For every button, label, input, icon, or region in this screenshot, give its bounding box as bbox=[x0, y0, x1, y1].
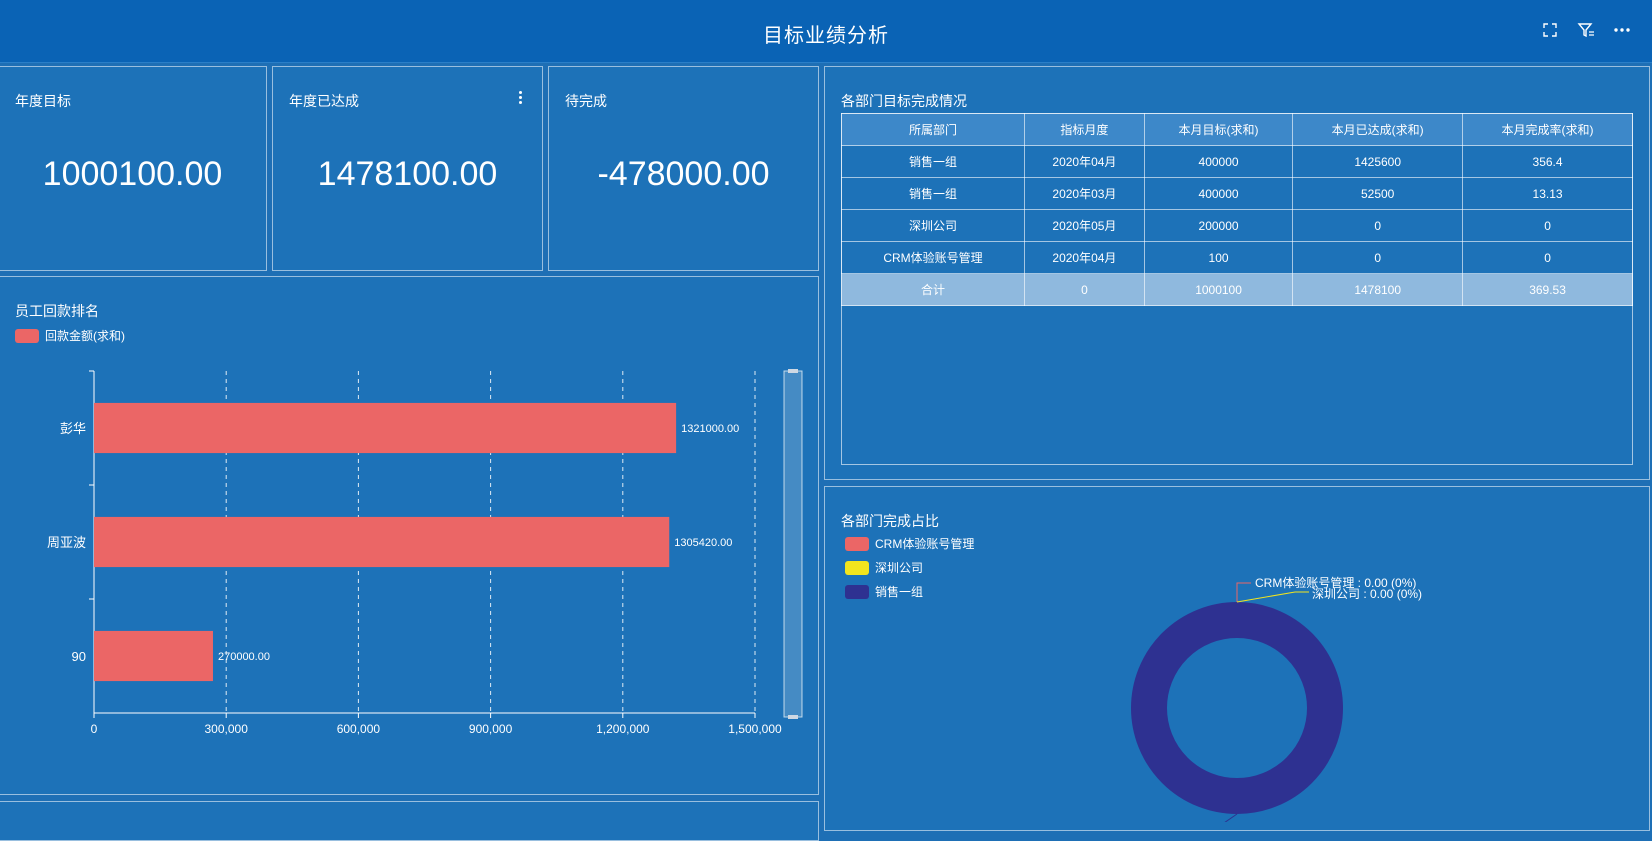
table-cell: 400000 bbox=[1143, 145, 1294, 178]
legend-item-sales[interactable]: 销售一组 bbox=[845, 583, 923, 600]
column-header[interactable]: 本月目标(求和) bbox=[1143, 113, 1294, 146]
x-tick-label: 600,000 bbox=[337, 722, 381, 736]
table-cell: 0 bbox=[1462, 241, 1633, 274]
bar[interactable] bbox=[94, 402, 677, 454]
x-tick-label: 1,200,000 bbox=[596, 722, 650, 736]
table-cell: 100 bbox=[1143, 241, 1294, 274]
kpi-value: 1478100.00 bbox=[317, 155, 498, 193]
y-category-label: 90 bbox=[72, 649, 86, 664]
panel-title: 各部门完成占比 bbox=[841, 513, 939, 529]
dept-target-table: 所属部门 指标月度 本月目标(求和) 本月已达成(求和) 本月完成率(求和) 销… bbox=[841, 113, 1633, 306]
table-cell: 合计 bbox=[841, 273, 1025, 306]
employee-ranking-panel: 员工回款排名 回款金额(求和) 0 300,000 600,000 900,000 1,… bbox=[0, 276, 819, 795]
panel-title: 各部门目标完成情况 bbox=[841, 93, 967, 109]
table-cell: 2020年04月 bbox=[1023, 241, 1145, 274]
callout-line-crm bbox=[1236, 582, 1251, 602]
legend-label: CRM体验账号管理 bbox=[875, 537, 975, 551]
y-category-label: 周亚波 bbox=[47, 535, 86, 550]
dept-target-panel: 各部门目标完成情况 所属部门 指标月度 本月目标(求和) 本月已达成(求和) 本… bbox=[824, 66, 1650, 480]
slider-handle-bottom[interactable] bbox=[788, 715, 798, 719]
table-cell: 1425600 bbox=[1292, 145, 1464, 178]
legend-label: 深圳公司 bbox=[875, 561, 924, 575]
filter-icon[interactable] bbox=[1576, 20, 1596, 40]
table-row[interactable]: CRM体验账号管理 2020年04月 100 0 0 bbox=[841, 241, 1633, 274]
table-cell: 0 bbox=[1292, 241, 1464, 274]
page-title: 目标业绩分析 bbox=[763, 25, 889, 47]
more-icon[interactable] bbox=[1612, 20, 1632, 40]
bar-value-label: 270000.00 bbox=[218, 651, 270, 663]
dept-share-panel: 各部门完成占比 CRM体验账号管理 深圳公司 销售一组 CRM体验账号管理 : … bbox=[824, 486, 1650, 831]
table-cell: 销售一组 bbox=[841, 177, 1025, 210]
kpi-card-pending: 待完成 -478000.00 bbox=[548, 66, 819, 271]
table-cell: 400000 bbox=[1143, 177, 1294, 210]
column-header[interactable]: 本月完成率(求和) bbox=[1462, 113, 1633, 146]
table-cell: 2020年03月 bbox=[1023, 177, 1145, 210]
legend-item[interactable]: 回款金额(求和) bbox=[15, 327, 125, 344]
column-header[interactable]: 所属部门 bbox=[841, 113, 1025, 146]
table-total-row: 合计 0 1000100 1478100 369.53 bbox=[841, 273, 1633, 306]
x-tick-label: 300,000 bbox=[205, 722, 249, 736]
table-cell: 1000100 bbox=[1143, 273, 1294, 306]
kpi-value: 1000100.00 bbox=[42, 155, 223, 193]
lower-panel bbox=[0, 801, 819, 841]
donut-chart: CRM体验账号管理 : 0.00 (0%) 深圳公司 : 0.00 (0%) bbox=[1131, 575, 1422, 822]
table-row[interactable]: 销售一组 2020年04月 400000 1425600 356.4 bbox=[841, 145, 1633, 178]
bar[interactable] bbox=[94, 630, 213, 682]
column-header[interactable]: 本月已达成(求和) bbox=[1292, 113, 1464, 146]
callout-line-sales bbox=[1224, 813, 1238, 822]
callout-line-shenzhen bbox=[1236, 591, 1309, 603]
table-cell: 1478100 bbox=[1292, 273, 1464, 306]
x-tick-label: 0 bbox=[91, 722, 98, 736]
bar-value-label: 1305420.00 bbox=[674, 537, 732, 549]
data-zoom-slider[interactable] bbox=[783, 370, 803, 718]
legend-swatch bbox=[845, 560, 869, 575]
table-cell: 0 bbox=[1462, 209, 1633, 242]
table-cell: 356.4 bbox=[1462, 145, 1633, 178]
x-tick-label: 1,500,000 bbox=[728, 722, 782, 736]
table-cell: CRM体验账号管理 bbox=[841, 241, 1025, 274]
legend-swatch bbox=[15, 328, 39, 343]
bar-chart: 0 300,000 600,000 900,000 1,200,000 1,500,000… bbox=[47, 369, 803, 736]
kpi-value: -478000.00 bbox=[597, 155, 770, 193]
kpi-label: 年度目标 bbox=[15, 93, 71, 109]
legend-item-crm[interactable]: CRM体验账号管理 bbox=[845, 535, 974, 552]
x-tick-label: 900,000 bbox=[469, 722, 513, 736]
table-cell: 52500 bbox=[1292, 177, 1464, 210]
callout-label-crm: CRM体验账号管理 : 0.00 (0%) bbox=[1255, 575, 1416, 590]
slider-handle-top[interactable] bbox=[788, 369, 798, 373]
kpi-label: 年度已达成 bbox=[289, 93, 359, 109]
table-cell: 2020年05月 bbox=[1023, 209, 1145, 242]
table-row[interactable]: 销售一组 2020年03月 400000 52500 13.13 bbox=[841, 177, 1633, 210]
table-cell: 2020年04月 bbox=[1023, 145, 1145, 178]
legend-label: 销售一组 bbox=[875, 585, 924, 599]
kpi-card-annual-target: 年度目标 1000100.00 bbox=[0, 66, 267, 271]
legend-swatch bbox=[845, 584, 869, 599]
legend-swatch bbox=[845, 536, 869, 551]
callout-label-shenzhen: 深圳公司 : 0.00 (0%) bbox=[1312, 587, 1422, 601]
bar[interactable] bbox=[94, 516, 670, 568]
y-category-label: 彭华 bbox=[60, 421, 86, 436]
table-row[interactable]: 深圳公司 2020年05月 200000 0 0 bbox=[841, 209, 1633, 242]
table-cell: 销售一组 bbox=[841, 145, 1025, 178]
legend-label: 回款金额(求和) bbox=[45, 329, 125, 343]
table-cell: 深圳公司 bbox=[841, 209, 1025, 242]
table-cell: 200000 bbox=[1143, 209, 1294, 242]
legend-item-shenzhen[interactable]: 深圳公司 bbox=[845, 559, 923, 576]
panel-title: 员工回款排名 bbox=[15, 303, 99, 319]
table-cell: 0 bbox=[1023, 273, 1145, 306]
bar-value-label: 1321000.00 bbox=[681, 423, 739, 435]
table-cell: 13.13 bbox=[1462, 177, 1633, 210]
kpi-label: 待完成 bbox=[565, 93, 607, 109]
fullscreen-icon[interactable] bbox=[1540, 20, 1560, 40]
header-bar: 目标业绩分析 bbox=[0, 0, 1652, 63]
table-cell: 0 bbox=[1292, 209, 1464, 242]
table-cell: 369.53 bbox=[1462, 273, 1633, 306]
more-options-icon[interactable] bbox=[514, 89, 526, 109]
donut-slice-sales[interactable] bbox=[1131, 602, 1343, 814]
column-header[interactable]: 指标月度 bbox=[1023, 113, 1145, 146]
kpi-card-annual-achieved: 年度已达成 1478100.00 bbox=[272, 66, 543, 271]
